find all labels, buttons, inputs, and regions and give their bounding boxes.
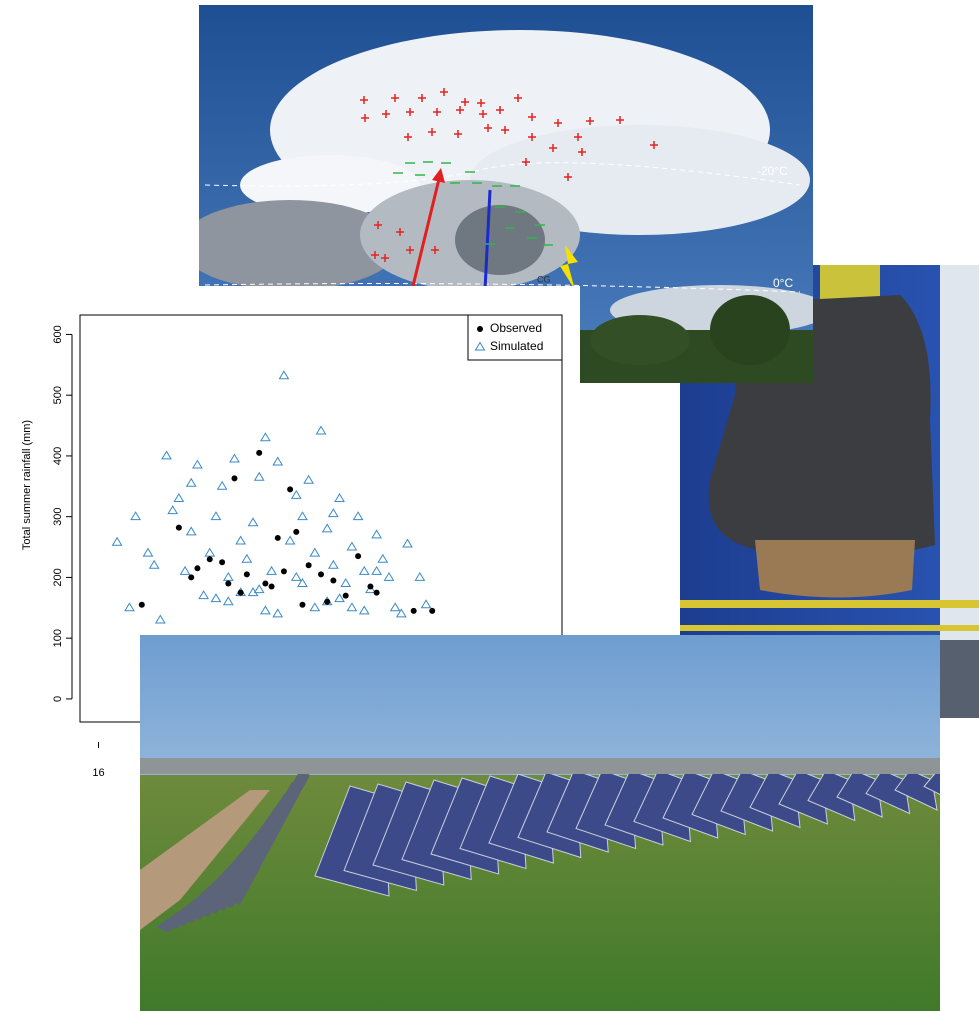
observed-point <box>256 450 262 456</box>
observed-point <box>429 608 435 614</box>
observed-point <box>299 602 305 608</box>
observed-point <box>194 565 200 571</box>
observed-point <box>207 556 213 562</box>
observed-point <box>275 535 281 541</box>
tree <box>590 315 690 365</box>
y-tick-label: 100 <box>52 629 64 647</box>
observed-point <box>287 486 293 492</box>
y-tick-label: 400 <box>52 447 64 465</box>
observed-point <box>330 577 336 583</box>
y-axis-label: Total summer rainfall (mm) <box>21 420 33 550</box>
cloud <box>455 205 545 275</box>
observed-point <box>343 593 349 599</box>
isotherm-label: 0°C <box>773 276 793 290</box>
solar-photo <box>140 635 964 1011</box>
observed-point <box>244 571 250 577</box>
cylinder <box>755 540 915 598</box>
observed-point <box>355 553 361 559</box>
observed-point <box>324 599 330 605</box>
isotherm-label: -20°C <box>757 164 788 178</box>
railing <box>680 625 979 631</box>
y-tick-label: 0 <box>52 696 64 702</box>
tree <box>710 295 790 365</box>
observed-point <box>269 584 275 590</box>
observed-point <box>176 525 182 531</box>
observed-point <box>293 529 299 535</box>
observed-point <box>238 590 244 596</box>
observed-point <box>281 568 287 574</box>
observed-point <box>411 608 417 614</box>
observed-point <box>231 475 237 481</box>
observed-point <box>306 562 312 568</box>
observed-point <box>188 574 194 580</box>
observed-point <box>139 602 145 608</box>
y-tick-label: 300 <box>52 507 64 525</box>
y-tick-label: 600 <box>52 325 64 343</box>
observed-point <box>262 580 268 586</box>
observed-point <box>367 584 373 590</box>
observed-point <box>374 590 380 596</box>
x-tick-label: 16 <box>92 767 104 779</box>
legend-marker <box>477 326 483 332</box>
railing <box>680 600 979 608</box>
observed-point <box>318 571 324 577</box>
observed-point <box>225 580 231 586</box>
y-tick-label: 200 <box>52 568 64 586</box>
observed-point <box>219 559 225 565</box>
y-tick-label: 500 <box>52 386 64 404</box>
legend-label: Simulated <box>490 339 543 353</box>
legend-label: Observed <box>490 321 542 335</box>
cg-label: CG <box>537 274 551 284</box>
collage: -20°C 0°C CG Total summer rainfall (mm) … <box>0 0 979 1011</box>
horizon <box>140 758 940 774</box>
